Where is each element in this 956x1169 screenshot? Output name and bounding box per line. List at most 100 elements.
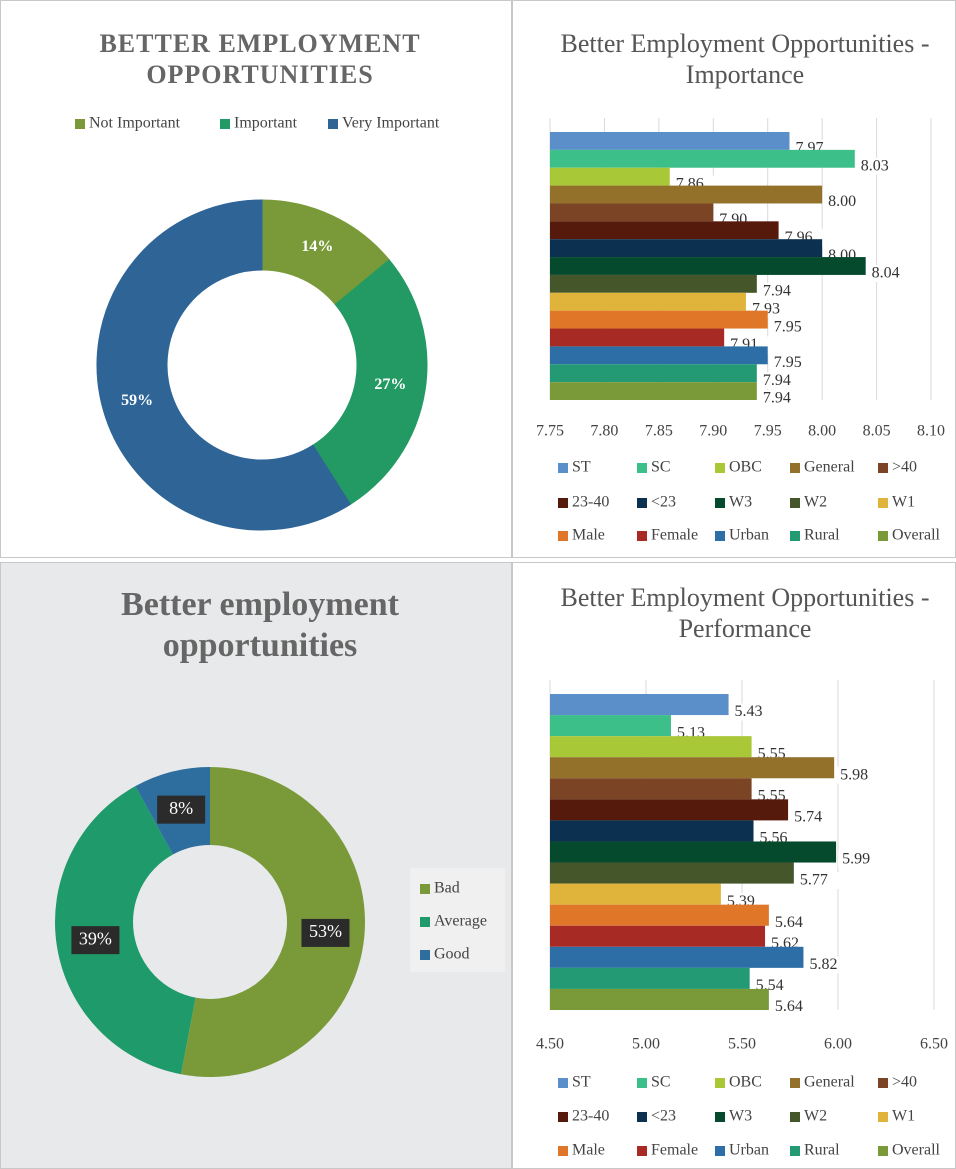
data-label: 8% [169,798,193,818]
x-tick-label: 5.50 [728,1036,756,1053]
bar [550,694,729,716]
legend-swatch [420,917,430,927]
legend-swatch [328,119,338,129]
bar [550,862,794,884]
legend-swatch [878,1078,888,1088]
legend-label: <23 [651,1108,676,1125]
legend-swatch [790,531,800,541]
legend-label: 23-40 [572,1108,609,1125]
bar [550,967,750,989]
bar [550,757,835,779]
legend-label: Urban [729,1142,769,1159]
legend-label: Overall [892,527,941,544]
legend-label: OBC [729,1074,762,1091]
bar [550,904,769,926]
label-bg [838,851,883,868]
data-label: 14% [301,238,333,255]
data-label: 5.98 [840,766,868,783]
chart-title: BETTER EMPLOYMENT OPPORTUNITIES [99,29,421,90]
x-tick-label: 8.10 [917,423,945,440]
legend-label: W2 [804,494,827,511]
data-label: 8.00 [828,193,856,210]
x-tick-label: 7.75 [536,423,564,440]
data-label: 53% [309,921,342,941]
legend-label: W1 [892,494,915,511]
label-bg [770,914,815,932]
legend-swatch [715,498,725,508]
label-bg [790,808,835,826]
data-label: 5.99 [842,851,870,868]
label-bg [770,998,815,1016]
x-tick-label: 6.50 [920,1036,948,1053]
legend-label: SC [651,1074,671,1091]
label-bg [795,872,840,890]
donut-slice [312,259,428,506]
legend-swatch [715,1112,725,1122]
legend-label: Female [651,1142,698,1159]
legend-swatch [558,1112,568,1122]
label-bg [769,354,814,372]
bar [550,149,855,168]
legend-label: Not Important [89,115,181,132]
data-label: 5.74 [794,809,822,826]
legend-swatch [790,1146,800,1156]
legend-swatch [75,119,85,129]
label-box [301,918,350,947]
bar [550,382,757,400]
bar [550,239,823,258]
legend-swatch [558,1146,568,1156]
chart-title: Better Employment Opportunities - Import… [560,29,930,90]
label-bg [758,372,803,390]
bar [550,132,790,150]
x-tick-label: 4.50 [536,1036,564,1053]
data-label: 59% [121,392,153,409]
legend-swatch [715,1078,725,1088]
data-label: 5.64 [775,914,803,931]
legend-swatch [878,1146,888,1156]
legend-swatch [790,1112,800,1122]
legend-label: ST [572,1074,591,1091]
legend-label: General [804,459,855,476]
bar [550,274,757,293]
label-bg [758,282,803,300]
legend-label: Good [434,946,470,963]
chart-title: Better Employment Opportunities - Perfor… [560,583,930,644]
legend-swatch [420,950,430,960]
donut-slice [180,767,366,1077]
legend-swatch [420,884,430,894]
legend-swatch [637,463,647,473]
bar [550,167,670,186]
chart-title: Better employment opportunities [121,586,399,664]
legend-label: W2 [804,1108,827,1125]
legend-swatch [637,1112,647,1122]
bar [550,203,714,222]
bar [550,841,837,863]
legend-label: Rural [804,527,840,544]
data-label: 5.64 [775,998,803,1015]
legend-label: Bad [434,880,460,897]
legend-swatch [558,498,568,508]
legend-label: W1 [892,1108,915,1125]
data-label: 8.03 [861,157,889,174]
bar [550,736,752,758]
bar [550,185,823,204]
legend-label: Important [234,115,298,132]
bar [550,946,804,968]
data-label: 7.94 [763,283,791,300]
label-bg [730,703,775,721]
legend-label: General [804,1074,855,1091]
label-box [157,795,206,824]
label-bg [769,318,814,336]
legend-swatch [878,498,888,508]
legend-label: Female [651,527,698,544]
legend-swatch [558,531,568,541]
legend-swatch [715,531,725,541]
label-bg [856,157,901,175]
legend-swatch [637,1146,647,1156]
x-tick-label: 8.05 [863,423,891,440]
donut-slice [96,199,352,531]
bar [550,346,768,365]
bar [550,715,671,737]
legend-swatch [878,1112,888,1122]
label-bg [805,956,850,974]
